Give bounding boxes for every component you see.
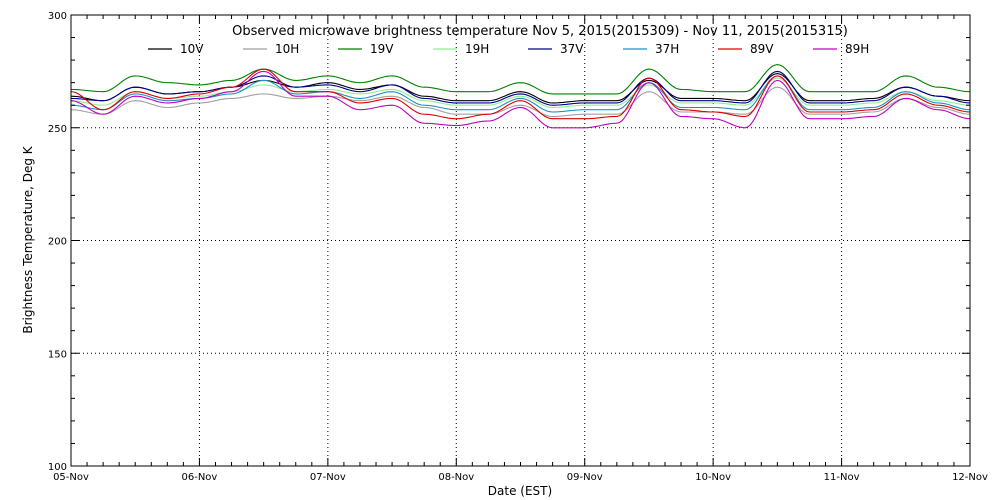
series-line-19V <box>70 64 971 95</box>
axis-ticks: 100 150 200 250 300 05-Nov 06-Nov 07-Nov 08-Nov 0… <box>48 11 988 483</box>
series-line-19H <box>70 77 971 109</box>
x-tick-label: 05-Nov <box>53 472 89 483</box>
y-tick-label: 300 <box>48 11 67 22</box>
legend-label-37H: 37H <box>655 42 679 56</box>
legend-label-10V: 10V <box>180 42 204 56</box>
series-lines <box>70 64 971 129</box>
series-line-10H <box>70 86 971 118</box>
y-tick-label: 250 <box>48 124 67 135</box>
legend-label-37V: 37V <box>560 42 584 56</box>
series-line-89H <box>70 70 971 129</box>
series-line-37H <box>70 75 971 113</box>
legend-label-89H: 89H <box>845 42 869 56</box>
x-tick-label: 06-Nov <box>181 472 217 483</box>
legend-label-19V: 19V <box>370 42 394 56</box>
legend: 10V 10H 19V 19H 37V 37H 89V 89H <box>148 42 869 56</box>
y-tick-label: 100 <box>48 462 67 473</box>
y-tick-label: 200 <box>48 237 67 248</box>
x-tick-label: 09-Nov <box>567 472 603 483</box>
y-axis-title: Brightness Temperature, Deg K <box>21 145 35 333</box>
legend-label-10H: 10H <box>275 42 299 56</box>
x-tick-label: 12-Nov <box>952 472 988 483</box>
y-tick-label: 150 <box>48 349 67 360</box>
series-line-37V <box>70 70 971 106</box>
series-line-89V <box>70 68 971 120</box>
x-tick-label: 07-Nov <box>310 472 346 483</box>
x-tick-label: 11-Nov <box>824 472 860 483</box>
legend-label-19H: 19H <box>465 42 489 56</box>
x-tick-label: 08-Nov <box>438 472 474 483</box>
legend-label-89V: 89V <box>750 42 774 56</box>
x-axis-title: Date (EST) <box>488 484 552 498</box>
chart-title: Observed microwave brightness temperatur… <box>232 24 848 39</box>
x-tick-label: 10-Nov <box>695 472 731 483</box>
